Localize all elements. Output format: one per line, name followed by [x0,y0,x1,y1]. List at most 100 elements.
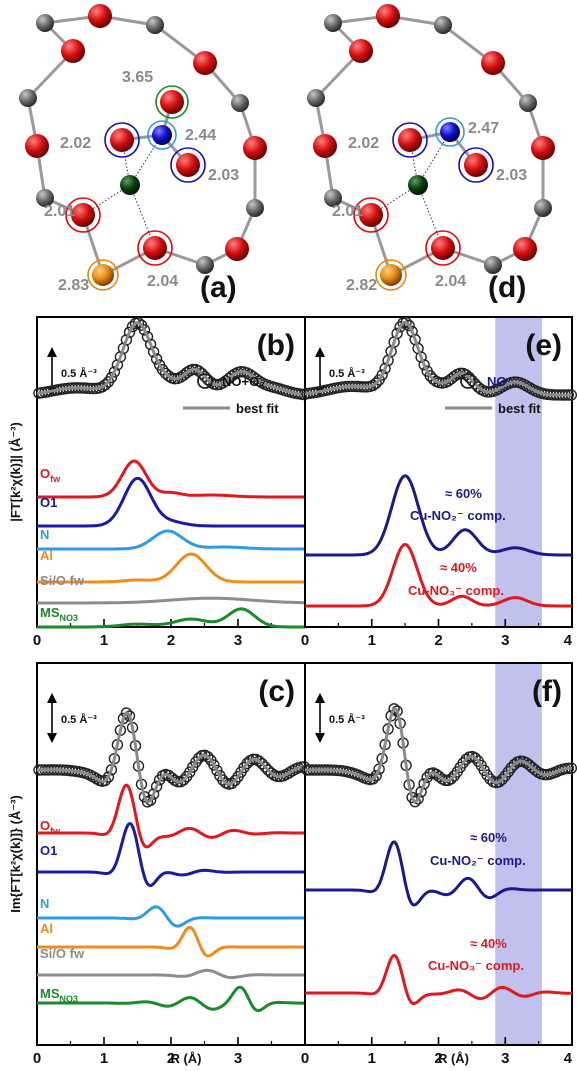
x-tick-label: 2 [167,632,175,649]
series-label: MSNO3 [40,605,78,623]
x-tick-label: 3 [501,632,509,649]
silicon-atom [324,189,342,207]
oxygen-atom [513,237,537,261]
distance-label: 2.04 [435,273,466,290]
nitrogen-atom [152,125,172,145]
distance-label: 2.83 [58,277,89,294]
oxygen-atom [110,128,134,152]
copper-atom [408,175,428,195]
series-label: O1 [40,495,57,510]
oxygen-atom [531,136,555,160]
silicon-atom [307,89,325,107]
data-point [147,346,160,358]
data-point [406,325,418,338]
silicon-atom [519,94,537,112]
data-point [370,377,382,389]
oxygen-atom [25,134,49,158]
legend-label-exp: NO+O₂ [222,374,265,389]
data-point [370,770,382,782]
distance-label: 2.01 [332,203,363,220]
component-line [36,607,306,629]
scale-bar-label: 0.5 Å⁻³ [329,367,365,380]
x-tick-label: 0 [301,1050,309,1067]
data-point [150,780,163,793]
oxygen-atom [464,153,488,177]
silicon-atom [36,189,54,207]
oxygen-atom [313,134,337,158]
data-point [418,359,430,371]
oxygen-atom [243,136,267,160]
scale-bar-label: 0.5 Å⁻³ [61,713,97,726]
component-line [36,968,306,979]
panel-label: (d) [488,271,526,304]
data-point [250,373,262,385]
legend-label-exp: NO [487,374,507,389]
x-tick-label: 3 [234,632,242,649]
data-point [256,758,268,770]
component-line [36,822,306,887]
series-label: Ofw [40,466,61,484]
component-line [36,552,306,584]
silicon-atom [246,199,264,217]
highlight-circle [147,120,177,150]
component-percent: ≈ 60% [445,486,482,501]
series-label-sub: NO3 [60,613,79,623]
oxygen-atom [376,4,400,28]
data-point [138,324,151,336]
legend-label-fit: best fit [498,401,541,416]
scale-arrow-head [315,347,325,357]
data-point [123,326,136,338]
oxygen-atom [61,39,85,63]
distance-label: 3.65 [122,69,153,86]
oxygen-atom [431,236,455,260]
data-point [102,771,115,783]
x-tick-label: 2 [434,632,442,649]
best-fit-line [304,320,573,397]
series-label: O1 [40,843,57,858]
data-point [208,759,220,771]
component-line [36,905,306,928]
silicon-atom [231,94,249,112]
data-point [108,366,121,378]
component-percent: ≈ 40% [440,560,477,575]
best-fit-line [304,707,573,804]
structure-d: 2.02 2.47 2.03 2.01 2.04 2.82 (d) [307,4,555,304]
component-line [36,476,306,528]
data-point [193,752,205,764]
series-label-sub: fw [50,826,61,836]
panel-label: (a) [200,271,237,304]
distance-label: 2.03 [496,167,527,184]
silicon-atom [196,256,214,274]
silicon-atom [534,199,552,217]
data-point [120,707,133,719]
data-point [379,362,391,375]
data-point [111,359,124,371]
highlight-band [495,317,542,627]
component-line [36,459,306,499]
data-point [391,327,403,340]
panel-label: (f) [532,675,562,708]
scale-arrow-head [47,693,57,703]
scale-arrow-head [47,347,57,357]
component-line [304,474,573,557]
highlight-circle [425,230,461,266]
x-tick-label: 0 [33,632,41,649]
silicon-atom [324,14,342,32]
panel-label: (c) [258,675,295,708]
copper-atom [120,175,140,195]
oxygen-atom [176,153,200,177]
silicon-atom [484,256,502,274]
data-point [150,353,163,365]
distance-label: 2.03 [208,167,239,184]
series-label: MSNO3 [40,986,78,1004]
data-point [457,757,469,769]
data-point [472,381,484,393]
series-label: Si/O fw [40,573,85,588]
component-line [36,783,306,849]
data-point [156,364,169,376]
highlight-circle [137,230,173,266]
highlight-circle [87,259,119,291]
data-point [126,320,139,333]
x-tick-label: 2 [434,1050,442,1067]
